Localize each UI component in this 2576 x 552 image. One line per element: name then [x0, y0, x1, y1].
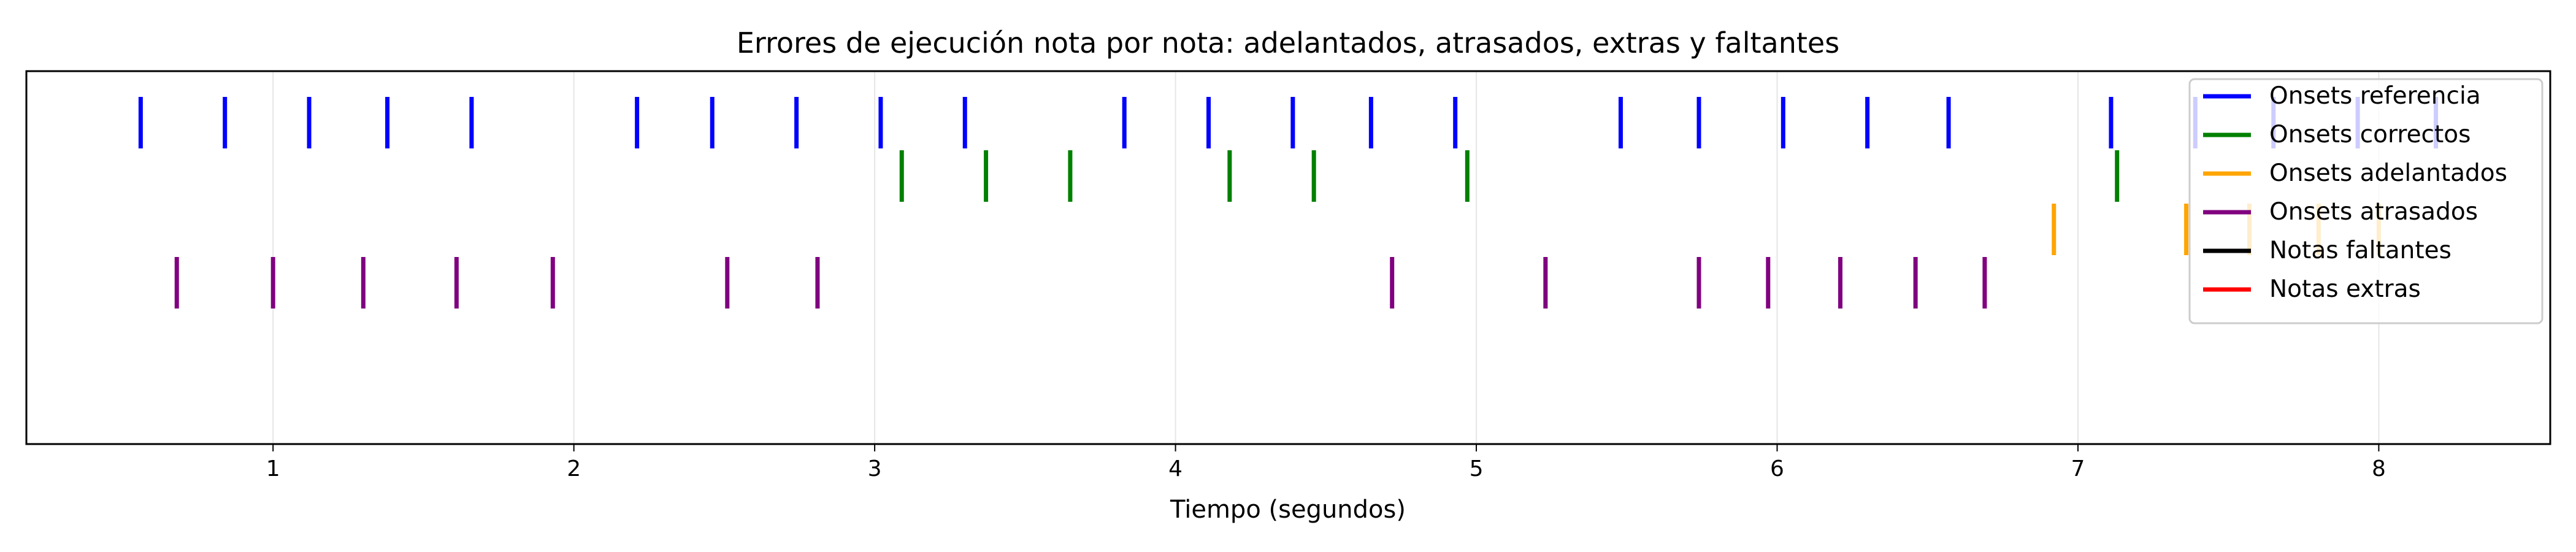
- legend-label: Onsets referencia: [2269, 82, 2481, 110]
- event-marks: [138, 97, 2439, 309]
- x-tick-label: 8: [2372, 456, 2386, 481]
- legend-label: Notas extras: [2269, 275, 2421, 303]
- legend-label: Onsets atrasados: [2269, 198, 2478, 226]
- grid: [272, 71, 2380, 444]
- x-tick-label: 6: [1770, 456, 1784, 481]
- legend-label: Onsets correctos: [2269, 121, 2471, 148]
- x-tick-label: 3: [868, 456, 882, 481]
- legend-label: Notas faltantes: [2269, 237, 2451, 264]
- x-tick-label: 4: [1168, 456, 1183, 481]
- plot-frame: [25, 70, 2551, 445]
- legend: Onsets referencia Onsets correctos Onsets …: [2188, 78, 2543, 324]
- x-tick-label: 7: [2071, 456, 2085, 481]
- legend-box: [2188, 78, 2543, 324]
- x-tick-label: 5: [1470, 456, 1484, 481]
- x-axis-ticks: 1 2 3 4 5 6 7 8: [266, 444, 2386, 481]
- x-tick-label: 1: [266, 456, 280, 481]
- legend-label: Onsets adelantados: [2269, 159, 2507, 187]
- x-axis-label: Tiempo (segundos): [1170, 496, 1406, 524]
- chart-title: Errores de ejecución nota por nota: adel…: [737, 26, 1839, 59]
- x-tick-label: 2: [567, 456, 581, 481]
